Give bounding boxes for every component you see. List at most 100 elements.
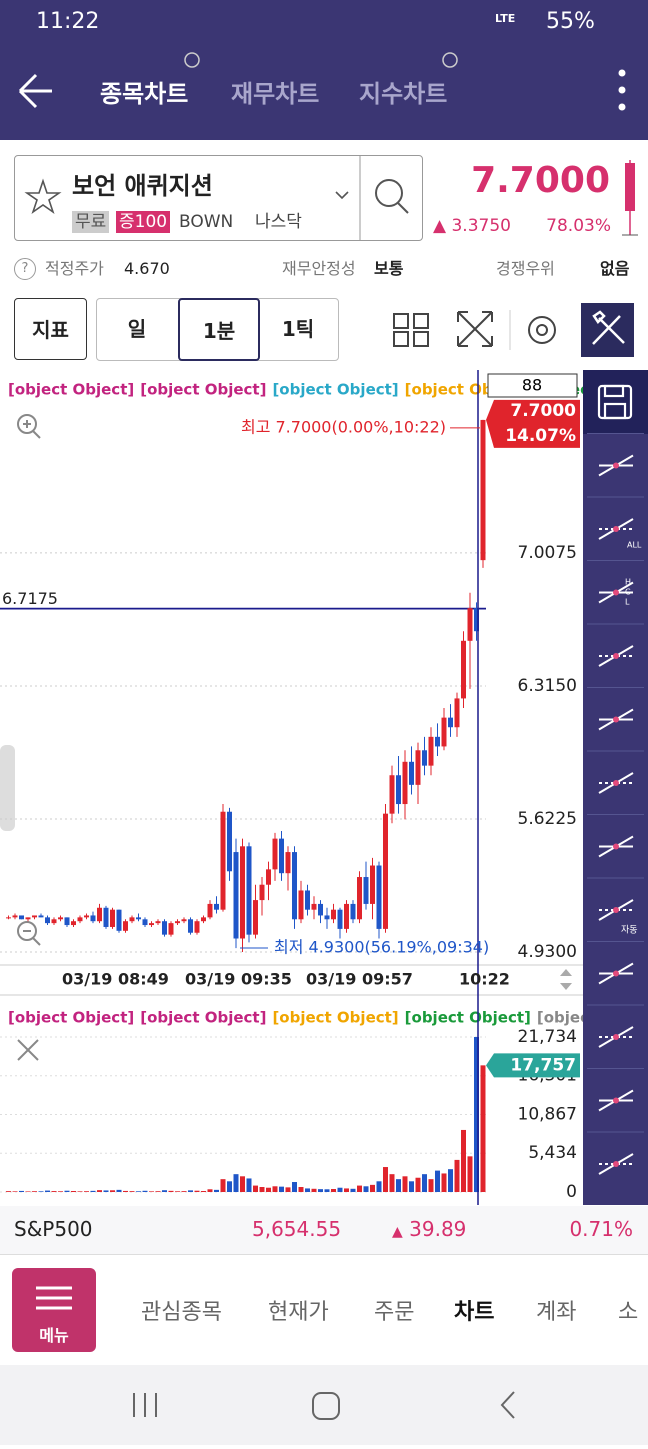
zoom-in[interactable] — [17, 414, 41, 439]
nav-item[interactable]: 차트 — [454, 1300, 495, 1325]
fullscreen-button[interactable] — [457, 311, 493, 347]
candle-body — [337, 909, 343, 929]
nav-item[interactable]: 주문 — [374, 1300, 415, 1325]
candle-body — [45, 917, 50, 924]
candle-body — [136, 917, 141, 920]
volume-bar — [253, 1185, 258, 1192]
volume-bar — [71, 1191, 76, 1192]
search[interactable] — [375, 179, 403, 207]
period-button[interactable]: 일 — [127, 317, 147, 341]
draw-tool[interactable] — [598, 1153, 634, 1175]
candle-body — [357, 877, 362, 920]
volume-bar — [19, 1190, 24, 1192]
indicator-button[interactable]: 지표 — [14, 298, 87, 360]
recents[interactable] — [133, 1393, 157, 1417]
more-menu[interactable] — [618, 86, 626, 94]
volume-bar — [337, 1187, 343, 1192]
draw-tool[interactable] — [598, 962, 634, 985]
candle-body — [467, 608, 473, 641]
volume-tag-value: 17,757 — [510, 1055, 576, 1075]
tab[interactable]: 종목차트 — [100, 80, 189, 108]
candle-body — [396, 775, 401, 805]
draw-tool[interactable] — [598, 899, 634, 921]
volume-bar — [259, 1187, 265, 1192]
draw-tool[interactable] — [598, 772, 634, 794]
legend-entry: [object Object] — [272, 1009, 398, 1027]
candle-body — [454, 698, 460, 728]
volume-bar — [214, 1189, 219, 1192]
menu-button[interactable]: 메뉴 — [12, 1268, 96, 1352]
draw-tool[interactable] — [598, 645, 634, 667]
candle-body — [38, 915, 44, 918]
volume-bar — [350, 1188, 356, 1192]
period-button[interactable]: 1분 — [178, 298, 260, 361]
candle-body — [370, 865, 375, 904]
more-menu[interactable] — [618, 103, 626, 111]
period-button[interactable]: 1틱 — [281, 317, 315, 341]
draw-tool[interactable] — [598, 1026, 634, 1048]
tab[interactable]: 지수차트 — [359, 80, 448, 108]
more-menu[interactable] — [618, 69, 626, 77]
volume-bar — [45, 1190, 50, 1192]
draw-tool[interactable] — [598, 454, 634, 477]
volume-bar — [64, 1190, 70, 1192]
home[interactable] — [312, 1392, 340, 1420]
system-nav-icons — [133, 1391, 515, 1420]
candle-body — [175, 921, 180, 924]
nav-item[interactable]: 소 — [618, 1300, 639, 1325]
tool-dot — [613, 526, 619, 532]
save-tool[interactable] — [597, 384, 633, 420]
nav-item[interactable]: 계좌 — [536, 1300, 577, 1325]
draw-tool[interactable] — [598, 835, 634, 858]
scroll-arrows[interactable] — [560, 969, 572, 990]
draw-tool[interactable] — [598, 1089, 634, 1112]
settings-button[interactable] — [528, 316, 556, 344]
volume-bar — [6, 1191, 11, 1192]
draw-tool[interactable] — [598, 581, 634, 604]
dropdown[interactable] — [335, 191, 349, 200]
back-button[interactable] — [18, 73, 52, 109]
candle-body — [123, 921, 128, 931]
back[interactable] — [500, 1391, 515, 1419]
nav-item[interactable]: 현재가 — [268, 1300, 329, 1325]
volume-bar — [58, 1191, 63, 1192]
candle-body — [279, 838, 284, 874]
favorite-star[interactable] — [24, 178, 62, 215]
legend-entry: [object Object] — [140, 381, 266, 399]
candle-body — [227, 811, 232, 872]
legend-entry: [object Object] — [537, 1009, 583, 1027]
candle-body — [58, 917, 63, 920]
side-handle[interactable] — [0, 745, 15, 831]
volume-bar — [240, 1176, 245, 1192]
draw-tool[interactable] — [598, 518, 634, 540]
candle-body — [246, 846, 252, 935]
candle-body — [233, 852, 239, 939]
volume-bar — [188, 1190, 193, 1192]
tool-dot — [613, 907, 619, 913]
tab[interactable]: 재무차트 — [231, 80, 320, 108]
volume-bar — [123, 1190, 128, 1192]
stock-box[interactable] — [14, 155, 423, 241]
draw-tool[interactable] — [598, 708, 634, 731]
tool-dot — [613, 589, 619, 596]
candle-body — [90, 915, 96, 922]
legend-entry: [object Object] — [140, 1009, 266, 1027]
volume-bar — [181, 1191, 187, 1192]
y-tick-label: 0 — [566, 1182, 577, 1202]
volume-bar — [194, 1190, 200, 1192]
candle-body — [435, 736, 440, 747]
close-volume[interactable] — [17, 1039, 39, 1061]
index-name: S&P500 — [14, 1217, 93, 1241]
nav-item[interactable]: 관심종목 — [141, 1300, 222, 1325]
layout-button[interactable] — [393, 313, 429, 347]
low-note: 최저 4.9300(56.19%,09:34) — [274, 937, 489, 956]
tool-dot — [613, 1097, 619, 1104]
tool-label: 자동 — [621, 925, 638, 936]
index-value: 5,654.55 — [252, 1217, 342, 1241]
volume-bar — [311, 1188, 317, 1192]
ticker: BOWN — [179, 212, 234, 232]
help-icon[interactable]: ? — [14, 258, 36, 280]
info-value: 보통 — [374, 259, 404, 278]
zoom-out[interactable] — [17, 921, 41, 946]
volume-bar — [461, 1129, 466, 1192]
